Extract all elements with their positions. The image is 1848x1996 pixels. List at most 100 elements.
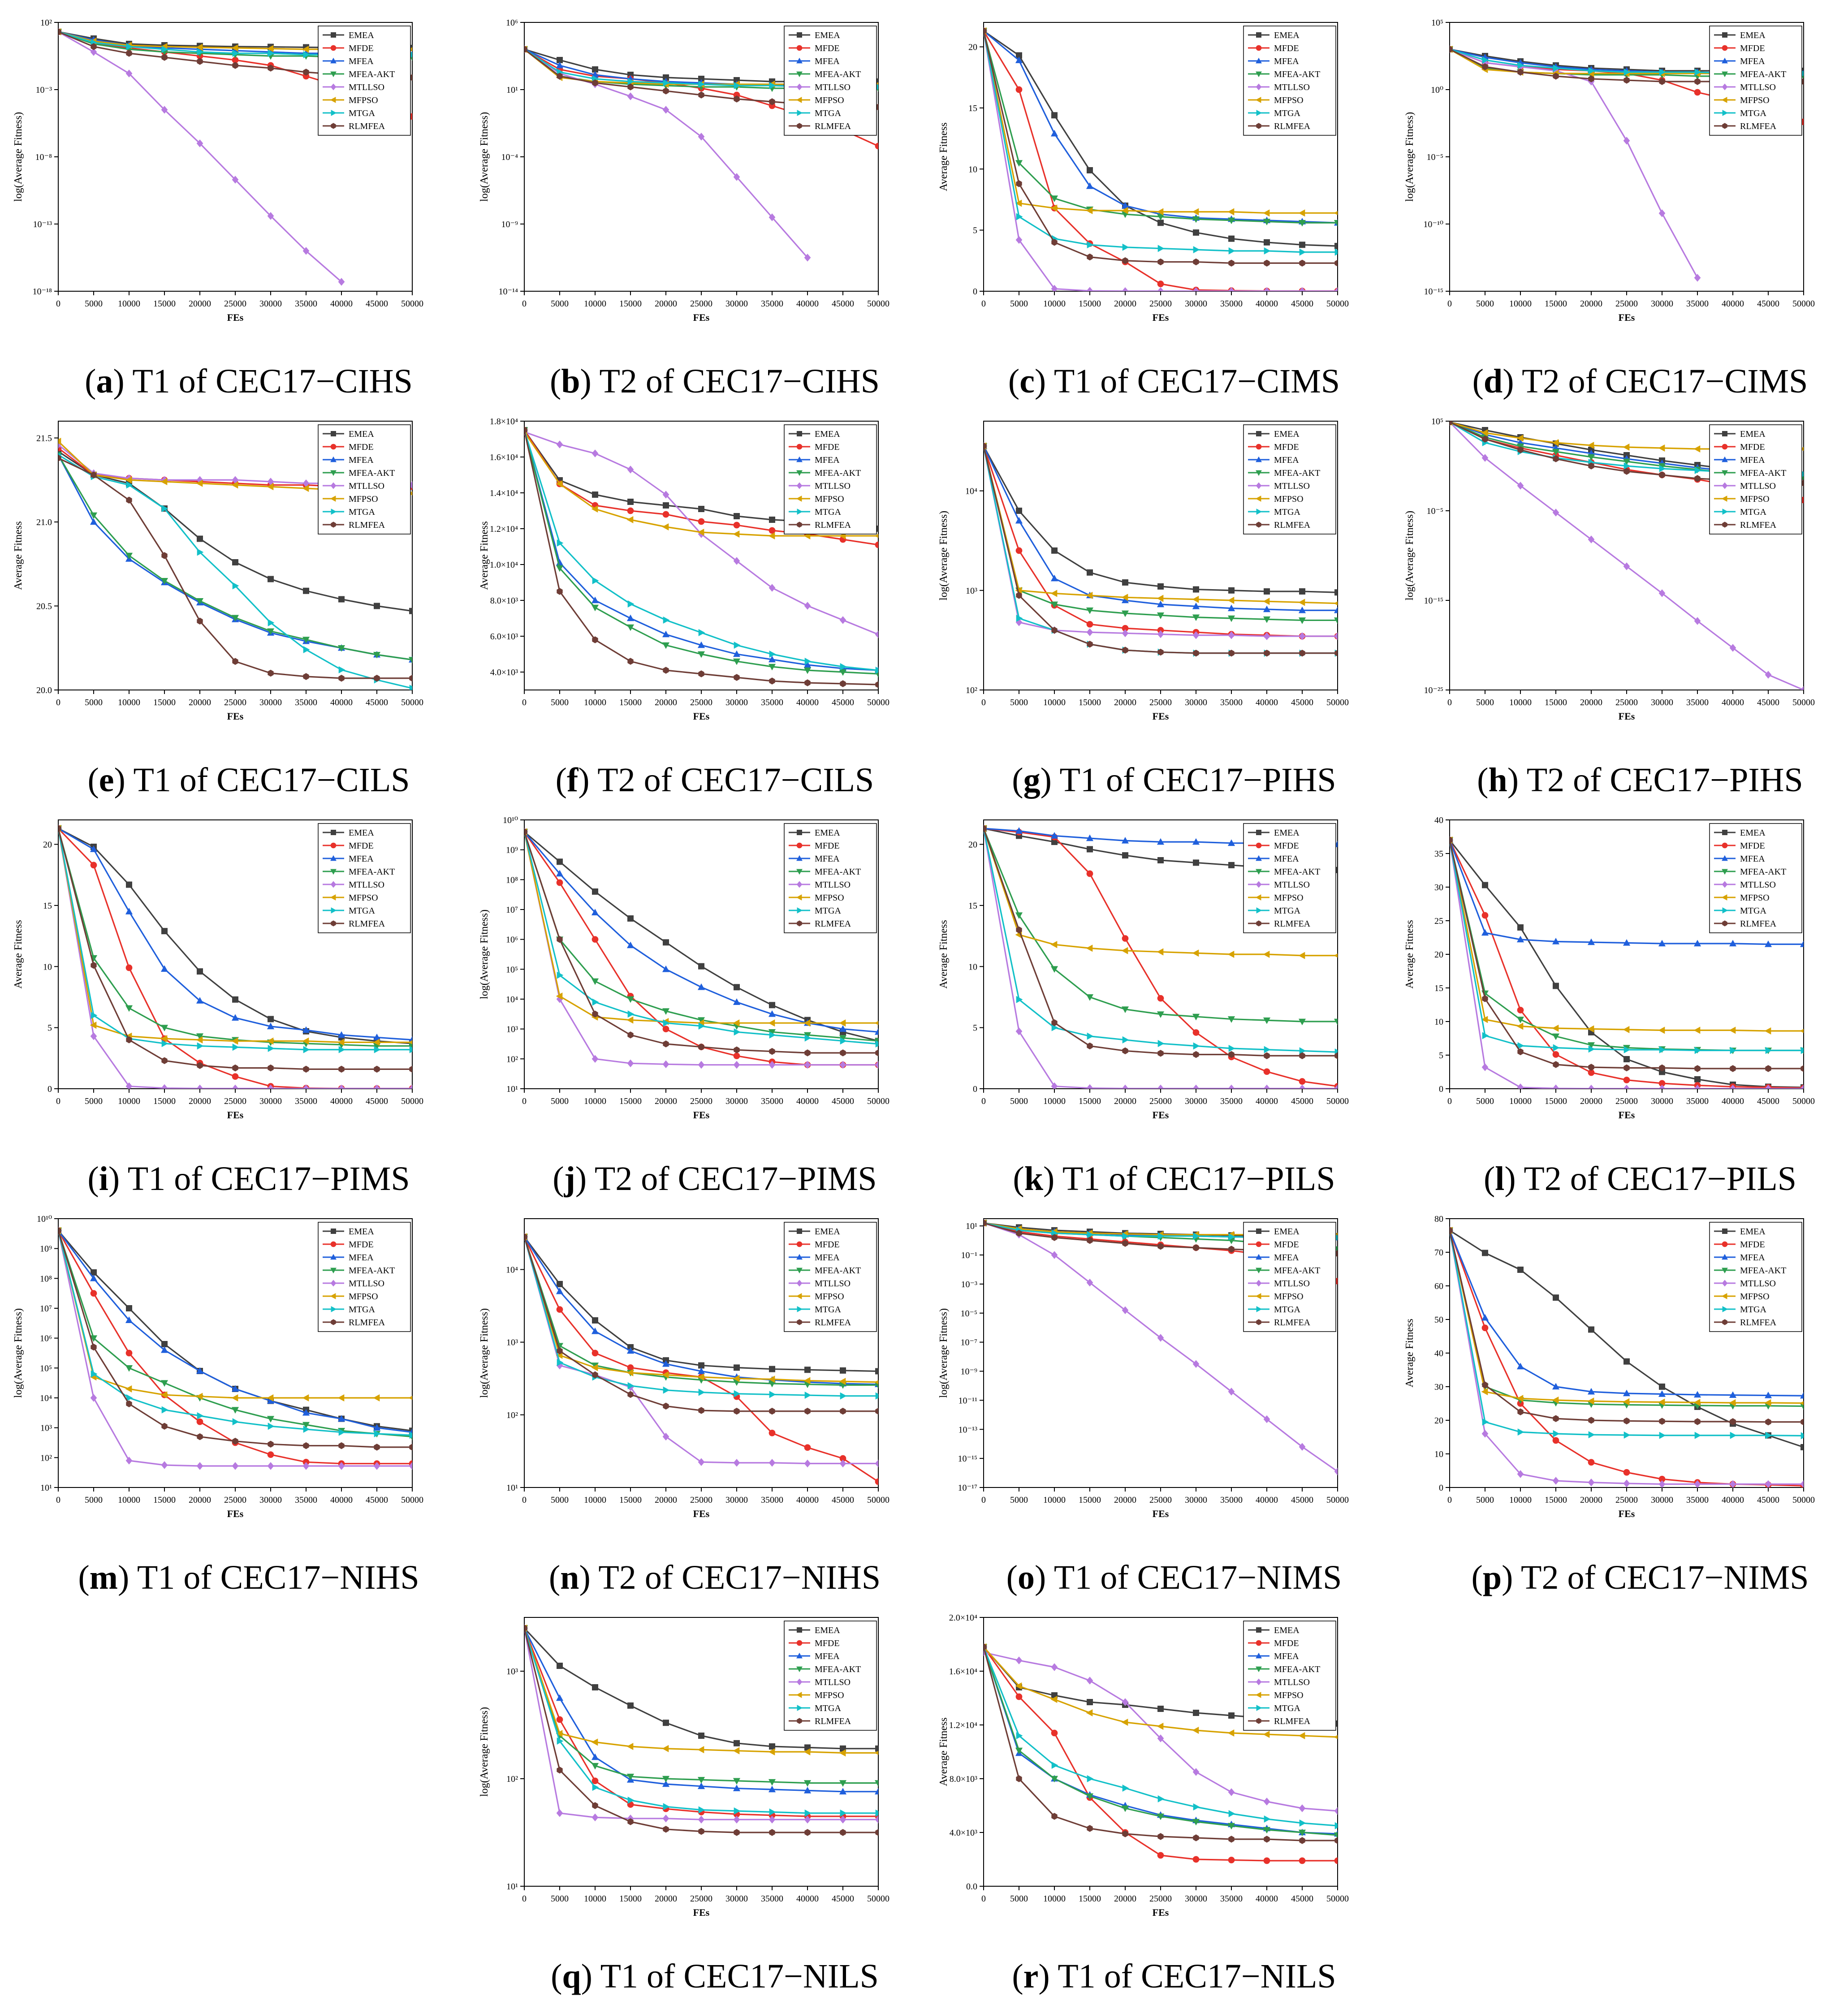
chart-svg-p: 0 5000 10000 15000 20000 25000 30000 35000 40000… — [1404, 1214, 1815, 1519]
y-axis-label: Average Fitness — [938, 920, 950, 989]
data-point — [1334, 632, 1338, 640]
caption-open: ( — [1483, 1160, 1495, 1198]
x-tick-label: 5000 — [551, 698, 569, 707]
caption-open: ( — [1472, 362, 1484, 400]
data-point — [1299, 259, 1305, 267]
data-point — [125, 1385, 132, 1393]
chart-svg-q: 0 5000 10000 15000 20000 25000 30000 35000 40000… — [479, 1617, 889, 1918]
data-point — [1765, 1418, 1771, 1426]
data-point — [231, 1014, 239, 1021]
data-point — [1552, 439, 1559, 447]
legend-label: MTLLSO — [349, 481, 384, 491]
data-point — [1334, 953, 1338, 958]
data-point — [1263, 287, 1270, 291]
data-point — [1694, 1065, 1701, 1072]
data-point — [697, 651, 705, 658]
y-tick-label: 4.0×10³ — [490, 668, 518, 677]
x-tick-label: 10000 — [584, 299, 606, 309]
x-tick-label: 20000 — [655, 1894, 677, 1904]
legend-marker — [330, 482, 337, 489]
data-point — [698, 1828, 704, 1835]
data-point — [557, 539, 564, 547]
data-point — [91, 43, 97, 50]
legend-label: MFDE — [349, 43, 374, 53]
data-point — [1157, 1706, 1164, 1712]
data-point — [268, 619, 275, 627]
data-point — [1264, 239, 1270, 246]
legend-marker — [796, 482, 803, 489]
y-tick-label: 10⁻⁵ — [1426, 506, 1443, 516]
x-tick-label: 40000 — [330, 1096, 353, 1106]
y-tick-label: 30 — [1434, 1382, 1443, 1392]
x-tick-label: 0 — [981, 698, 986, 707]
legend: EMEAMFDEMFEAMFEA-AKTMTLLSOMFPSOMTGARLMFE… — [1709, 1222, 1802, 1332]
data-point — [1694, 68, 1701, 76]
data-point — [1299, 1804, 1306, 1812]
data-point — [1192, 1726, 1199, 1734]
legend-marker — [1256, 456, 1262, 462]
data-point — [1588, 67, 1595, 75]
chart-caption: (r) T1 of CEC17−NILS — [950, 1957, 1398, 1996]
caption-open: ( — [549, 362, 561, 400]
legend-label: MFDE — [1274, 442, 1299, 452]
data-point — [557, 1280, 563, 1287]
data-point — [1086, 182, 1094, 189]
data-point — [627, 1031, 634, 1039]
legend-label: MTLLSO — [815, 880, 851, 890]
data-point — [1517, 61, 1524, 69]
legend-marker — [330, 855, 337, 861]
y-tick-label: 20.0 — [36, 685, 52, 695]
caption-open: ( — [548, 1559, 561, 1596]
data-point — [1121, 947, 1128, 954]
data-point — [1193, 1051, 1199, 1058]
data-point — [875, 1392, 878, 1400]
chart-panel-l: 0 5000 10000 15000 20000 25000 30000 35000 40000… — [1400, 811, 1844, 1151]
data-point — [592, 1055, 599, 1063]
data-point — [1517, 1267, 1524, 1273]
x-tick-label: 0 — [522, 299, 527, 309]
legend-marker — [331, 522, 336, 528]
series-mfea-akt — [984, 443, 1338, 624]
x-tick-label: 0 — [56, 1495, 60, 1505]
chart-panel-b: 0 5000 10000 15000 20000 25000 30000 35000 40000… — [475, 13, 919, 354]
y-tick-label: 10³ — [506, 1667, 518, 1677]
data-point — [1227, 1729, 1235, 1737]
data-point — [1693, 940, 1701, 947]
data-point — [302, 247, 310, 255]
chart-panel-g: 0 5000 10000 15000 20000 25000 30000 35000 40000… — [934, 412, 1378, 753]
legend-label: MTLLSO — [1740, 82, 1776, 92]
data-point — [698, 1806, 705, 1814]
legend-label: EMEA — [1274, 30, 1300, 40]
data-point — [1157, 612, 1165, 619]
data-point — [592, 79, 598, 86]
series-mfea — [524, 1624, 878, 1795]
x-tick-label: 35000 — [761, 698, 783, 707]
data-point — [125, 1349, 133, 1357]
data-point — [1050, 574, 1058, 582]
data-point — [734, 641, 741, 649]
data-point — [1516, 1022, 1524, 1030]
chart-svg-e: 0 5000 10000 15000 20000 25000 30000 35000 40000… — [13, 421, 423, 722]
data-point — [1122, 1232, 1129, 1240]
legend-marker — [1256, 45, 1262, 51]
legend: EMEAMFDEMFEAMFEA-AKTMTLLSOMFPSOMTGARLMFE… — [318, 424, 411, 535]
data-point — [1086, 870, 1093, 877]
data-point — [1228, 650, 1235, 657]
data-point — [337, 1039, 345, 1046]
data-point — [126, 1400, 132, 1408]
legend-marker — [1256, 1705, 1262, 1711]
data-point — [197, 1062, 203, 1069]
data-point — [875, 142, 878, 150]
data-point — [1299, 588, 1305, 595]
legend-box — [1709, 424, 1802, 535]
data-point — [161, 1423, 168, 1430]
legend-marker — [1256, 1678, 1262, 1686]
data-point — [1299, 1084, 1306, 1089]
y-tick-label: 21.0 — [36, 517, 52, 527]
data-point — [1016, 180, 1022, 187]
data-point — [1764, 1392, 1772, 1398]
legend-box — [784, 1621, 877, 1731]
data-point — [125, 964, 133, 971]
legend-marker — [1722, 123, 1727, 129]
y-tick-label: 10⁻¹⁸ — [32, 287, 52, 297]
